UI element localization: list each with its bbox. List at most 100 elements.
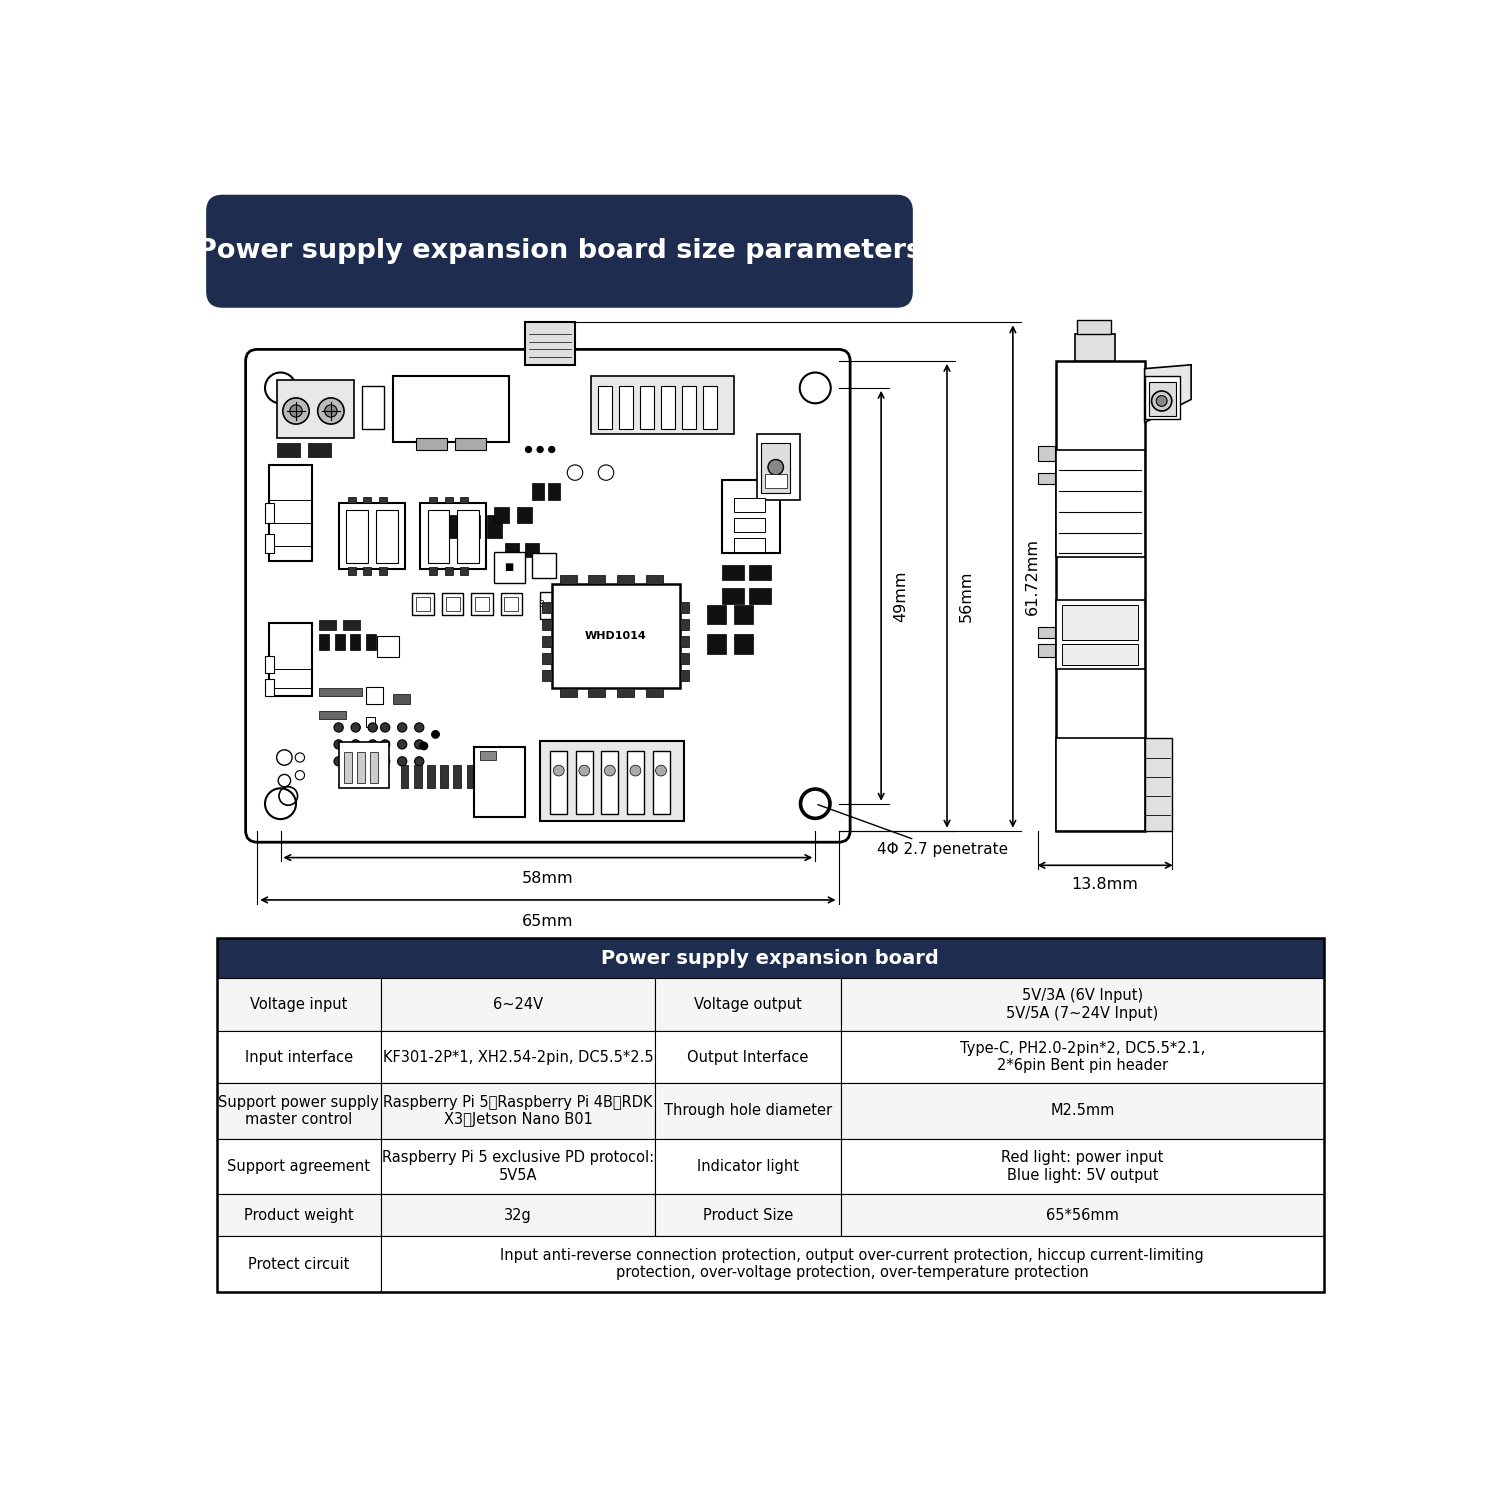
- Bar: [706, 634, 726, 654]
- Circle shape: [351, 723, 360, 732]
- Circle shape: [318, 398, 344, 424]
- Bar: [427, 510, 450, 562]
- Bar: [734, 498, 765, 512]
- Bar: [1056, 362, 1144, 831]
- Bar: [266, 680, 274, 696]
- Bar: [518, 507, 532, 522]
- Bar: [217, 1030, 381, 1083]
- Bar: [734, 634, 753, 654]
- Text: 61.72mm: 61.72mm: [1024, 538, 1039, 615]
- Bar: [598, 387, 612, 429]
- Text: Indicator light: Indicator light: [698, 1160, 800, 1174]
- Bar: [656, 1083, 842, 1138]
- Bar: [842, 1083, 1323, 1138]
- Bar: [1056, 738, 1144, 831]
- Bar: [765, 474, 786, 488]
- Bar: [460, 567, 468, 574]
- Bar: [266, 656, 274, 674]
- Bar: [446, 597, 459, 610]
- Bar: [576, 750, 592, 813]
- Bar: [501, 594, 522, 615]
- Text: Type-C, PH2.0-2pin*2, DC5.5*2.1,
2*6pin Bent pin header: Type-C, PH2.0-2pin*2, DC5.5*2.1, 2*6pin …: [960, 1041, 1204, 1072]
- Bar: [308, 444, 332, 458]
- Bar: [627, 750, 644, 813]
- Bar: [217, 978, 381, 1030]
- Bar: [381, 1083, 656, 1138]
- Text: ■: ■: [504, 562, 513, 573]
- Bar: [339, 742, 388, 789]
- Bar: [494, 765, 501, 789]
- Bar: [474, 747, 525, 818]
- Circle shape: [398, 723, 406, 732]
- Bar: [706, 604, 726, 624]
- Circle shape: [420, 742, 428, 750]
- Polygon shape: [1144, 364, 1191, 423]
- Bar: [366, 717, 375, 726]
- Text: Power supply expansion board size parameters: Power supply expansion board size parame…: [196, 238, 922, 264]
- Text: Red light: power input
Blue light: 5V output: Red light: power input Blue light: 5V ou…: [1000, 1150, 1164, 1182]
- Text: 65*56mm: 65*56mm: [1046, 1208, 1119, 1222]
- Text: Input interface: Input interface: [244, 1050, 352, 1065]
- Bar: [217, 1083, 381, 1138]
- Text: Product Size: Product Size: [704, 1208, 794, 1222]
- Circle shape: [368, 756, 378, 766]
- Bar: [591, 376, 734, 433]
- Bar: [532, 483, 544, 500]
- Bar: [381, 1030, 656, 1083]
- Bar: [543, 620, 552, 630]
- Bar: [842, 1194, 1323, 1236]
- Bar: [1077, 320, 1112, 334]
- Bar: [366, 687, 382, 703]
- Bar: [620, 387, 633, 429]
- Bar: [217, 1236, 381, 1292]
- Circle shape: [630, 765, 640, 776]
- Text: 13.8mm: 13.8mm: [1071, 878, 1138, 892]
- Circle shape: [525, 447, 531, 453]
- Bar: [494, 507, 508, 522]
- Bar: [346, 510, 368, 562]
- Bar: [381, 1236, 1323, 1292]
- Bar: [1144, 376, 1179, 419]
- Bar: [476, 597, 489, 610]
- Circle shape: [334, 740, 344, 748]
- Circle shape: [324, 405, 338, 417]
- Bar: [458, 510, 478, 562]
- Bar: [381, 1194, 656, 1236]
- Bar: [217, 1194, 381, 1236]
- Circle shape: [398, 740, 406, 748]
- Bar: [734, 604, 753, 624]
- Bar: [640, 387, 654, 429]
- Text: 65mm: 65mm: [522, 914, 573, 928]
- Bar: [1056, 600, 1144, 669]
- Bar: [348, 496, 355, 504]
- Text: Protect circuit: Protect circuit: [248, 1257, 350, 1272]
- Text: Through hole diameter: Through hole diameter: [664, 1104, 832, 1119]
- Bar: [378, 636, 399, 657]
- FancyBboxPatch shape: [207, 195, 912, 308]
- Bar: [344, 752, 352, 783]
- Bar: [440, 765, 448, 789]
- Bar: [723, 566, 744, 580]
- Bar: [370, 752, 378, 783]
- Bar: [414, 765, 422, 789]
- Bar: [1144, 738, 1172, 831]
- Bar: [362, 387, 384, 429]
- Text: Raspberry Pi 5 exclusive PD protocol:
5V5A: Raspberry Pi 5 exclusive PD protocol: 5V…: [382, 1150, 654, 1182]
- Bar: [543, 602, 552, 612]
- Bar: [662, 387, 675, 429]
- Bar: [723, 588, 744, 603]
- Circle shape: [549, 447, 555, 453]
- Bar: [453, 765, 460, 789]
- Bar: [1038, 644, 1056, 657]
- Bar: [494, 552, 525, 582]
- Text: 4Φ 2.7 penetrate: 4Φ 2.7 penetrate: [818, 804, 1008, 858]
- Bar: [543, 669, 552, 681]
- Bar: [339, 504, 405, 568]
- Bar: [268, 622, 312, 696]
- Bar: [217, 1138, 381, 1194]
- Circle shape: [381, 723, 390, 732]
- Bar: [734, 518, 765, 532]
- Circle shape: [334, 723, 344, 732]
- Bar: [429, 567, 436, 574]
- Bar: [656, 1194, 842, 1236]
